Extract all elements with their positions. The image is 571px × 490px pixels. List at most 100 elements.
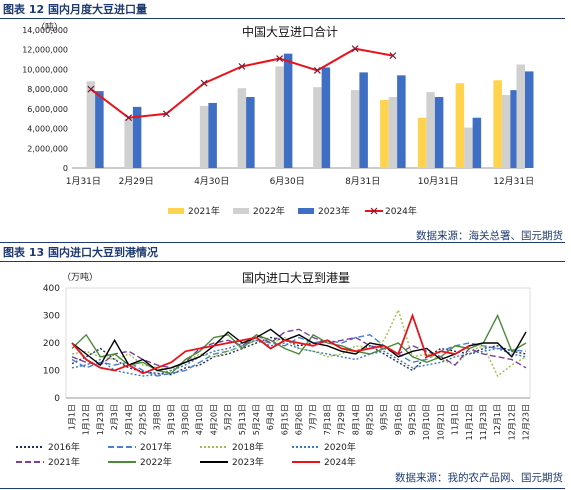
x-tick-label: 9月5日	[380, 404, 389, 430]
bar-2022年	[516, 64, 525, 168]
bar-2023年	[525, 71, 534, 168]
y-unit-label: （万吨）	[62, 271, 98, 283]
x-tick-label: 1月23日	[96, 404, 105, 435]
legend-label-2022年: 2022年	[253, 205, 285, 217]
x-tick-label: 11月23日	[479, 404, 488, 440]
x-tick-label: 5月24日	[252, 404, 261, 435]
x-tick-label: 10月10日	[422, 404, 431, 440]
y-tick-label: 400	[43, 284, 60, 294]
legend-label-2017年: 2017年	[140, 441, 172, 453]
bar-2021年	[493, 80, 502, 168]
bar-2023年	[510, 90, 519, 168]
bar-2021年	[455, 83, 465, 168]
series-marker-2024年	[238, 63, 246, 70]
figure-13-bottom-rule	[0, 488, 565, 489]
bar-2022年	[86, 81, 96, 168]
x-tick-label: 6月4日	[266, 404, 275, 430]
x-tick-label: 11月12日	[465, 404, 474, 440]
legend-label-2016年: 2016年	[48, 441, 80, 453]
bar-2022年	[124, 118, 133, 168]
series-marker-2024年	[313, 66, 321, 74]
x-tick-label: 12月1日	[493, 404, 502, 435]
legend-marker-2024年	[370, 207, 378, 215]
figure-13-source: 数据来源：我的农产品网、国元期货	[395, 472, 563, 484]
x-tick-label: 10月21日	[436, 404, 445, 440]
bar-2023年	[95, 91, 104, 168]
legend-label-2021年: 2021年	[48, 456, 80, 468]
y-tick-label: 6,000,000	[27, 105, 68, 114]
y-tick-label: 0	[54, 394, 60, 404]
x-tick-label: 12月12日	[507, 404, 516, 440]
y-tick-label: 100	[43, 367, 60, 377]
series-marker-2024年	[351, 45, 359, 53]
y-tick-label: 0	[63, 164, 68, 173]
x-tick-label: 4月20日	[209, 404, 218, 435]
y-tick-label: 300	[43, 312, 60, 322]
figure-13-top-rule	[0, 261, 565, 262]
x-tick-label: 5月13日	[238, 404, 247, 435]
series-line-2021年	[71, 328, 527, 369]
x-tick-label: 8月31日	[345, 176, 380, 187]
series-line-2018年	[71, 308, 527, 378]
bar-2023年	[434, 97, 444, 168]
x-tick-label: 2月25日	[138, 404, 147, 435]
x-tick-label: 3月8日	[153, 404, 162, 430]
bar-2023年	[359, 72, 368, 168]
bar-2022年	[199, 105, 209, 168]
x-tick-label: 1月1日	[68, 404, 77, 430]
x-tick-label: 12月31日	[493, 176, 534, 187]
x-tick-label: 8月14日	[351, 404, 360, 435]
x-tick-label: 10月31日	[418, 176, 459, 187]
y-tick-label: 200	[43, 339, 60, 349]
y-tick-label: 14,000,000	[22, 26, 68, 35]
x-tick-label: 6月15日	[280, 404, 289, 435]
x-tick-label: 4月10日	[195, 404, 204, 435]
series-line-2023年	[71, 328, 527, 372]
series-marker-2024年	[87, 85, 95, 93]
series-marker-2024年	[200, 79, 208, 87]
x-tick-label: 7月18日	[323, 404, 332, 435]
soybean-arrival-chart: （万吨） 0 100 200 300 400 国内进口大豆到港量 1月1日 1月12日 1月23日…	[16, 271, 531, 468]
legend-label-2023年: 2023年	[232, 456, 264, 468]
bar-2022年	[426, 92, 435, 168]
legend-label-2021年: 2021年	[188, 205, 220, 217]
x-tick-label: 7月7日	[309, 404, 318, 430]
bar-2022年	[237, 88, 247, 168]
legend-label-2023年: 2023年	[318, 205, 350, 217]
y-tick-label: 2,000,000	[27, 144, 68, 153]
legend-swatch-2023年	[298, 208, 314, 214]
series-line-2017年	[71, 334, 527, 377]
legend-swatch-2021年	[168, 208, 184, 214]
bar-2021年	[380, 99, 389, 168]
x-tick-label: 11月1日	[451, 404, 460, 435]
bar-2023年	[208, 102, 217, 168]
y-tick-label: 8,000,000	[27, 85, 68, 94]
series-marker-2024年	[276, 55, 284, 63]
x-tick-label: 3月30日	[181, 404, 190, 435]
x-tick-label: 1月12日	[82, 404, 91, 435]
bar-2022年	[350, 90, 360, 168]
bar-2022年	[388, 97, 398, 168]
x-tick-label: 1月31日	[66, 176, 101, 187]
x-tick-label: 7月29日	[337, 404, 346, 435]
x-tick-label: 5月2日	[224, 404, 233, 430]
legend-swatch-2022年	[233, 208, 249, 214]
legend-label-2024年: 2024年	[385, 205, 417, 217]
series-marker-2024年	[125, 114, 133, 122]
series-line-2016年	[71, 336, 527, 376]
bar-2022年	[275, 66, 284, 168]
figure-12-top-rule	[0, 18, 565, 19]
bar-2022年	[501, 95, 511, 168]
bar-2023年	[246, 97, 255, 168]
figure-12-bottom-rule	[0, 242, 565, 243]
y-tick-label: 10,000,000	[22, 65, 68, 74]
y-tick-label: 12,000,000	[22, 46, 68, 55]
figure-13-title: 图表 13 国内进口大豆到港情况	[3, 246, 158, 259]
legend-label-2018年: 2018年	[232, 441, 264, 453]
x-tick-label: 4月30日	[194, 176, 229, 187]
y-unit-label: （吨）	[36, 21, 63, 33]
bar-2023年	[283, 53, 293, 168]
x-tick-label: 3月19日	[167, 404, 176, 435]
series-marker-2024年	[389, 52, 397, 60]
legend-label-2024年: 2024年	[324, 456, 356, 468]
